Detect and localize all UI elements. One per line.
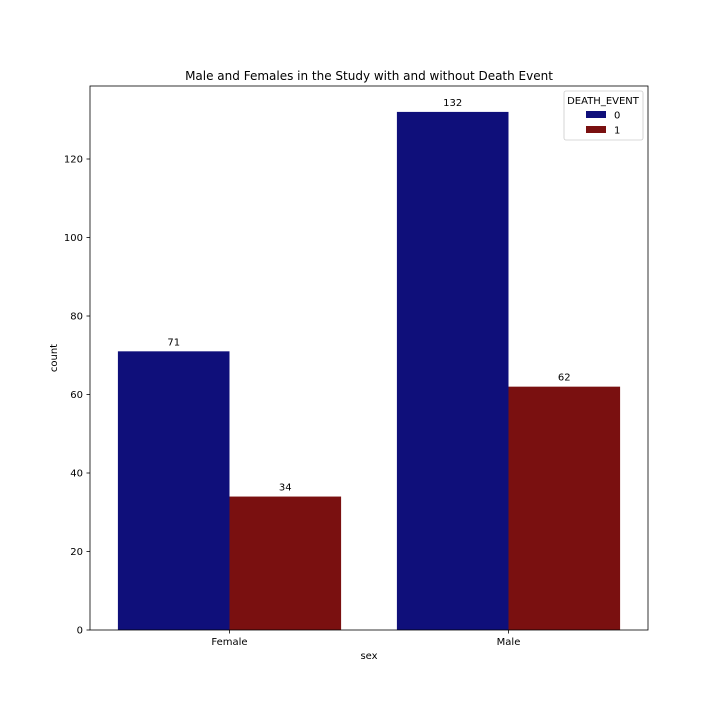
y-axis-label: count <box>49 344 60 372</box>
legend-label-1: 1 <box>614 126 620 137</box>
x-axis: Female Male <box>211 630 520 648</box>
chart-title: Male and Females in the Study with and w… <box>185 69 553 83</box>
y-tick-label-0: 0 <box>77 626 83 637</box>
x-axis-label: sex <box>360 651 377 662</box>
y-tick-label-120: 120 <box>64 155 83 166</box>
y-tick-label-100: 100 <box>64 233 83 244</box>
y-tick-label-20: 20 <box>70 547 83 558</box>
data-labels-layer: 71 34 132 62 <box>167 98 570 494</box>
bar-male-series-0 <box>396 111 509 630</box>
bar-female-series-1 <box>229 496 342 630</box>
data-label-male-series-1: 62 <box>558 373 571 384</box>
plot-area-frame <box>89 85 649 631</box>
y-tick-label-60: 60 <box>70 390 83 401</box>
data-label-female-series-1: 34 <box>279 483 292 494</box>
legend-title: DEATH_EVENT <box>567 96 640 107</box>
bar-female-series-0 <box>117 351 230 630</box>
y-tick-label-40: 40 <box>70 469 83 480</box>
legend-swatch-1 <box>586 126 606 133</box>
y-axis: 0 20 40 60 80 100 120 <box>64 155 90 637</box>
legend-swatch-0 <box>586 111 606 118</box>
bar-male-series-1 <box>508 386 621 630</box>
data-label-male-series-0: 132 <box>443 98 462 109</box>
data-label-female-series-0: 71 <box>167 337 180 348</box>
x-tick-label-male: Male <box>497 637 521 648</box>
x-tick-label-female: Female <box>211 637 247 648</box>
legend-label-0: 0 <box>614 111 620 122</box>
y-tick-label-80: 80 <box>70 312 83 323</box>
bars-layer <box>117 111 621 630</box>
legend: DEATH_EVENT 0 1 <box>563 90 644 141</box>
